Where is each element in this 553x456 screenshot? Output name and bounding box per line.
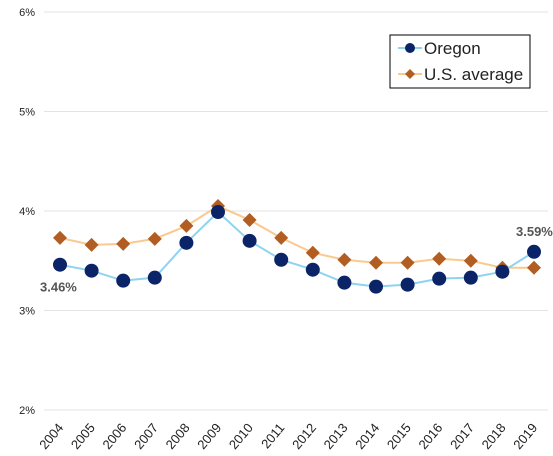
diamond-marker <box>116 236 131 251</box>
circle-marker <box>369 279 383 294</box>
x-tick-label: 2004 <box>36 420 66 452</box>
x-tick-label: 2012 <box>289 420 319 452</box>
diamond-marker <box>463 253 478 268</box>
diamond-marker <box>147 231 162 246</box>
circle-marker <box>463 270 478 285</box>
circle-marker <box>274 252 289 267</box>
legend-label: U.S. average <box>424 65 523 84</box>
circle-marker <box>527 244 541 259</box>
x-tick-label: 2017 <box>447 420 477 452</box>
diamond-marker <box>242 212 257 227</box>
diamond-marker <box>53 230 67 245</box>
circle-marker <box>242 233 257 248</box>
x-tick-label: 2011 <box>258 420 287 451</box>
legend-marker <box>405 69 415 79</box>
legend-box <box>389 34 531 89</box>
circle-marker <box>53 257 67 272</box>
x-tick-label: 2019 <box>510 420 540 452</box>
legend-item: U.S. average <box>398 65 523 84</box>
diamond-marker <box>84 237 99 252</box>
x-tick-label: 2014 <box>352 420 382 452</box>
x-tick-label: 2018 <box>479 420 509 452</box>
series <box>53 199 541 275</box>
x-tick-label: 2007 <box>131 420 161 452</box>
circle-marker <box>432 271 447 286</box>
diamond-marker <box>274 230 289 245</box>
x-tick-label: 2008 <box>163 420 193 452</box>
circle-marker <box>84 263 99 278</box>
circle-marker <box>495 264 510 279</box>
circle-marker <box>147 270 162 285</box>
circle-marker <box>116 273 131 288</box>
y-tick-label: 2% <box>19 405 35 417</box>
data-label: 3.59% <box>516 224 553 239</box>
x-tick-label: 2013 <box>321 420 351 452</box>
legend-label: Oregon <box>424 39 481 58</box>
diamond-marker <box>432 251 447 266</box>
x-tick-label: 2015 <box>384 420 414 452</box>
x-tick-label: 2005 <box>68 420 98 452</box>
diamond-marker <box>369 255 383 270</box>
x-tick-label: 2009 <box>194 420 224 452</box>
diamond-marker <box>337 252 352 267</box>
x-tick-label: 2016 <box>415 420 445 452</box>
diamond-marker <box>400 255 415 270</box>
x-tick-label: 2010 <box>226 420 256 452</box>
x-tick-label: 2006 <box>99 420 129 452</box>
y-tick-label: 3% <box>19 306 35 318</box>
circle-marker <box>305 262 320 277</box>
y-tick-label: 5% <box>19 107 35 119</box>
series <box>53 204 541 294</box>
legend-item: Oregon <box>398 39 481 58</box>
circle-marker <box>400 277 415 292</box>
circle-marker <box>211 204 225 219</box>
diamond-marker <box>305 245 320 260</box>
circle-marker <box>337 275 352 290</box>
circle-marker <box>179 235 194 250</box>
data-label: 3.46% <box>40 280 77 295</box>
y-tick-label: 6% <box>19 7 35 19</box>
series-line <box>59 210 535 288</box>
y-tick-label: 4% <box>19 206 35 218</box>
legend-marker <box>405 43 415 53</box>
diamond-marker <box>527 260 541 275</box>
series-line <box>59 204 534 269</box>
diamond-marker <box>179 218 194 233</box>
